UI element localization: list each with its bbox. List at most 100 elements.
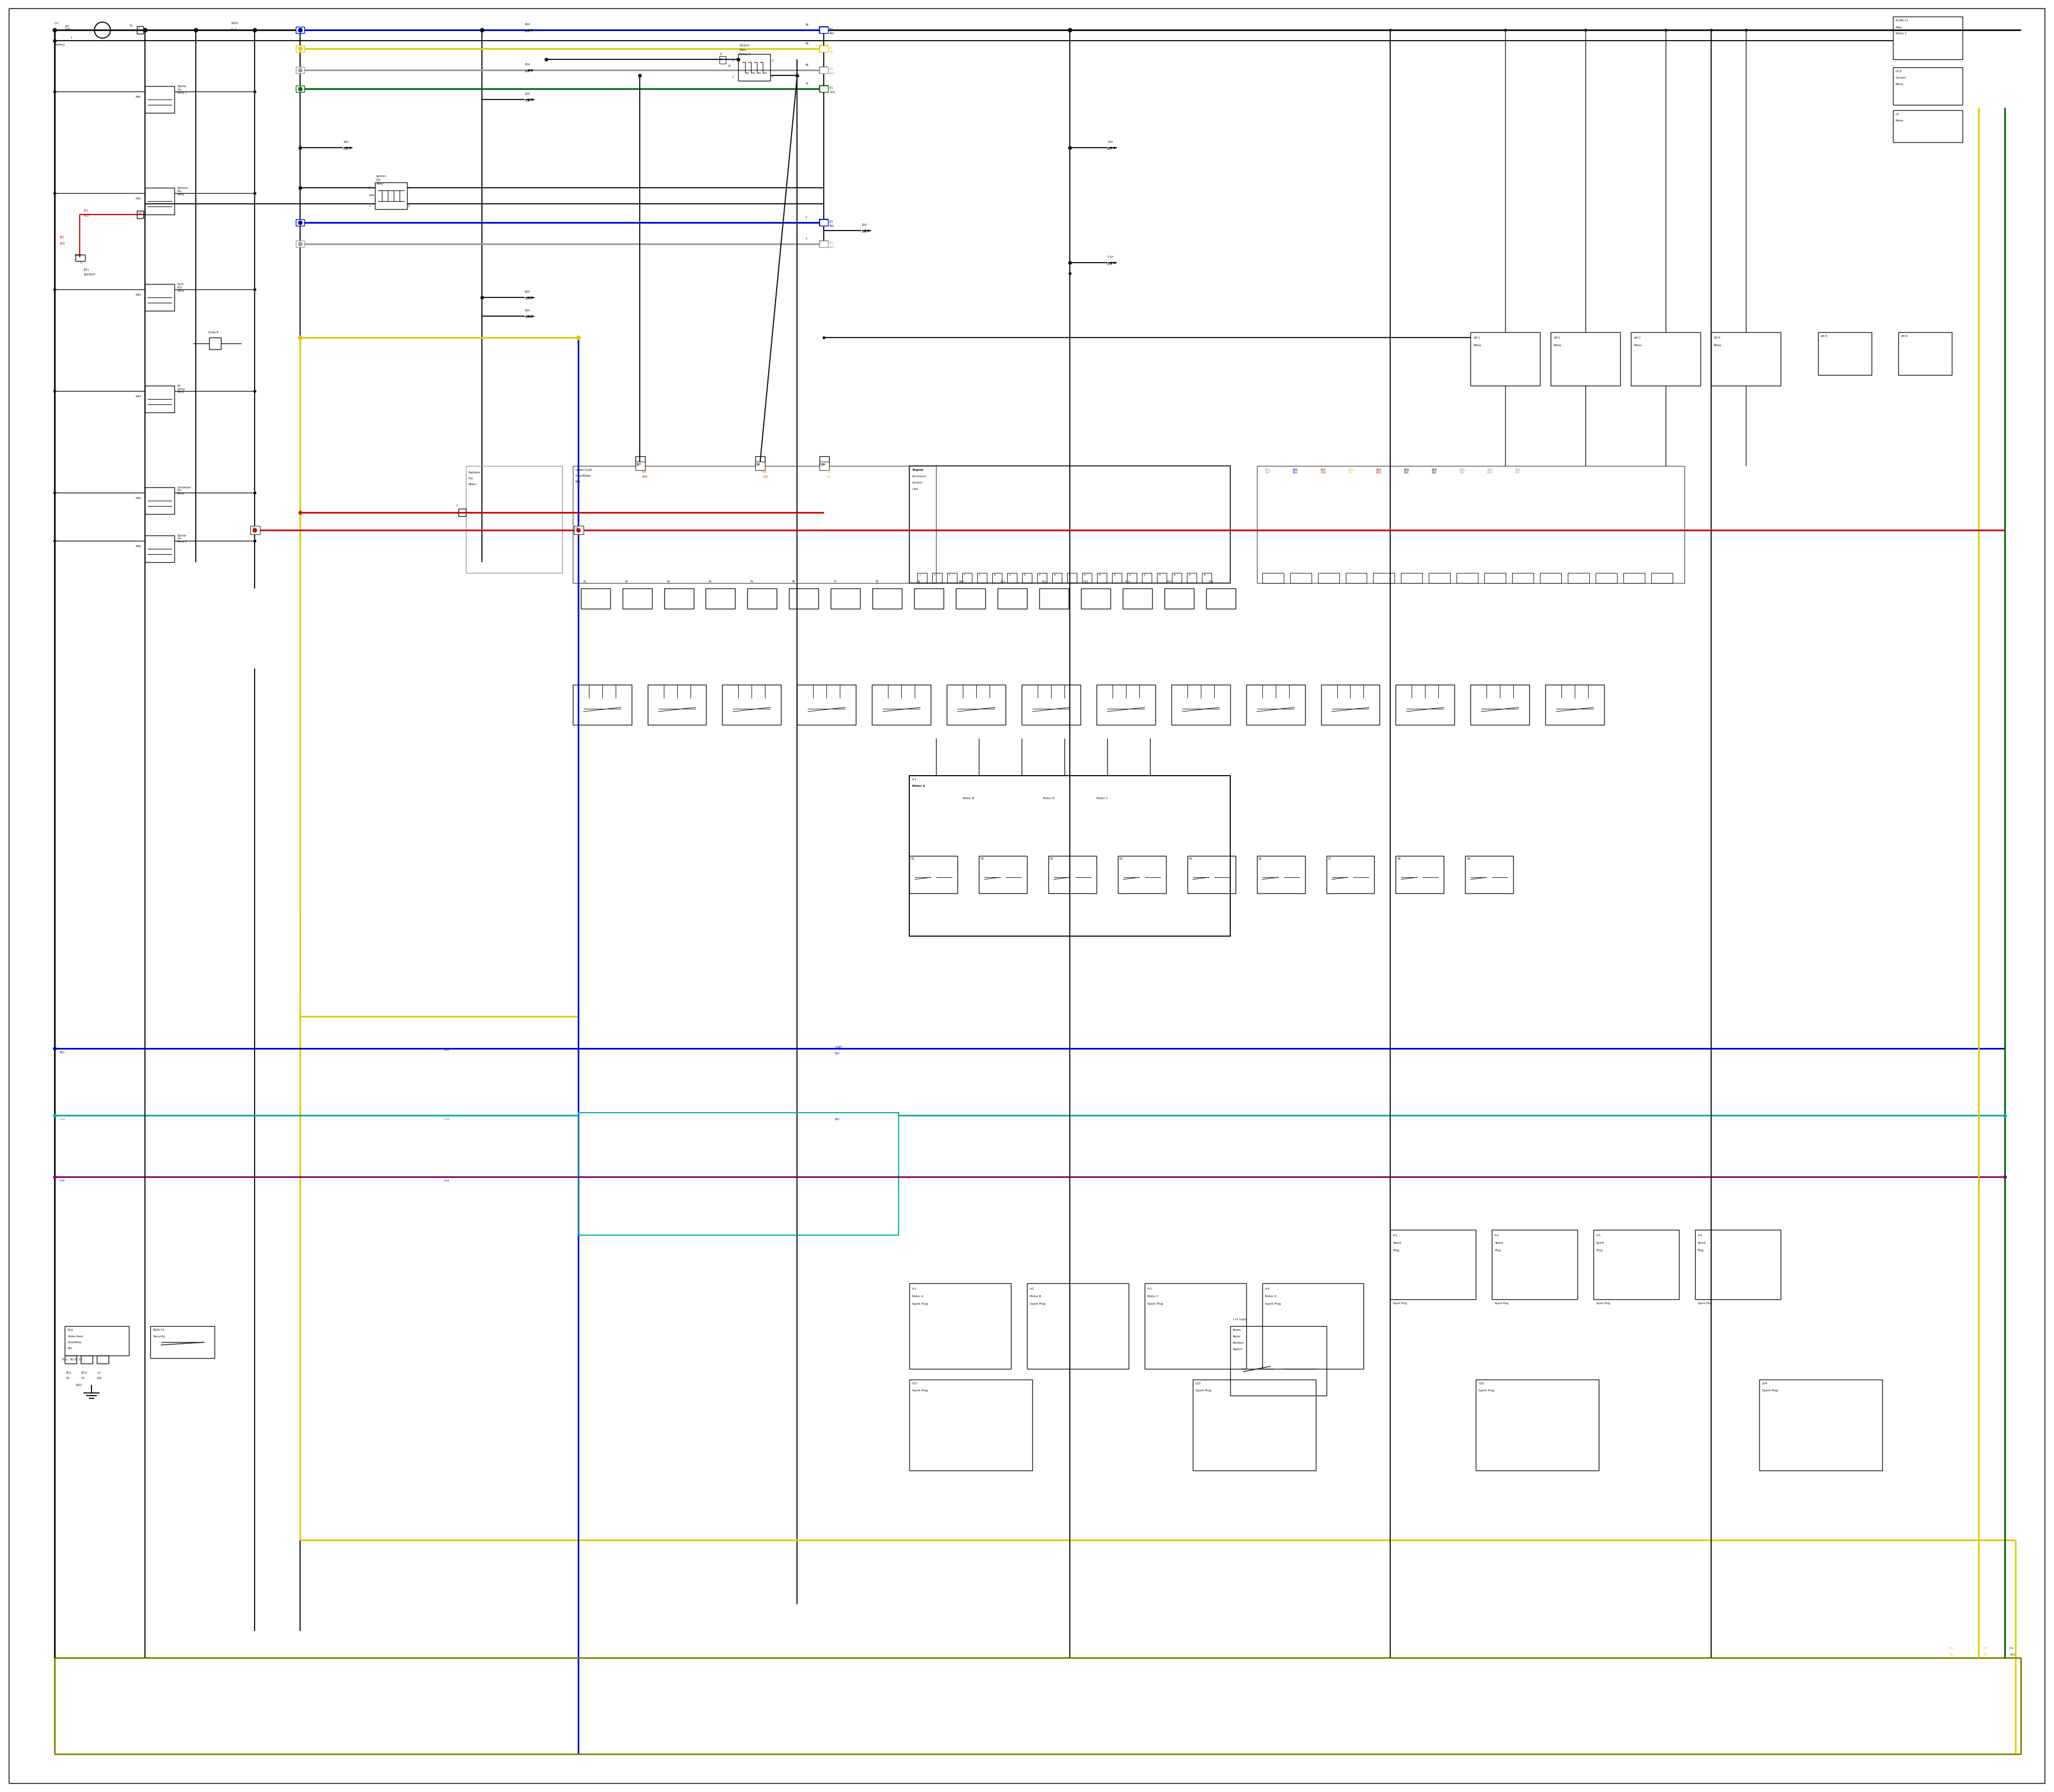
- Bar: [1631, 332, 1701, 385]
- Bar: [1290, 573, 1310, 584]
- Text: 10A: 10A: [1107, 142, 1113, 143]
- Text: P9: P9: [916, 581, 920, 584]
- Text: Motor B: Motor B: [1043, 797, 1054, 799]
- Bar: [296, 45, 304, 52]
- Bar: [1471, 685, 1530, 726]
- Bar: [296, 240, 304, 247]
- Text: WHT: WHT: [66, 29, 72, 30]
- Text: (+): (+): [53, 22, 60, 25]
- Text: 19: 19: [1054, 573, 1056, 575]
- Text: BRB
GRY: BRB GRY: [1516, 468, 1520, 475]
- Bar: [719, 56, 727, 65]
- Text: R7: R7: [1327, 858, 1331, 860]
- Text: Relay: Relay: [376, 183, 384, 185]
- Text: 59: 59: [805, 23, 809, 27]
- Bar: [150, 1326, 214, 1358]
- Bar: [296, 219, 304, 226]
- Text: M41: M41: [136, 97, 142, 99]
- Text: Plug: Plug: [1596, 1249, 1602, 1253]
- Text: 17: 17: [253, 527, 255, 530]
- Bar: [577, 1113, 900, 1235]
- Text: R9: R9: [1467, 858, 1471, 860]
- Text: Motor B: Motor B: [963, 797, 974, 799]
- Text: Position: Position: [1232, 1342, 1245, 1344]
- Text: R6: R6: [1259, 858, 1261, 860]
- Bar: [1082, 573, 1091, 584]
- Text: Ignition: Ignition: [376, 176, 386, 177]
- Text: 35: 35: [1173, 573, 1177, 575]
- Text: A1-6: A1-6: [230, 29, 238, 30]
- Text: 11: 11: [994, 573, 996, 575]
- Text: P15: P15: [1167, 581, 1173, 584]
- Text: Relay: Relay: [1713, 344, 1721, 346]
- Text: L5: L5: [727, 65, 731, 68]
- Bar: [820, 66, 828, 73]
- Text: 10: 10: [822, 464, 824, 466]
- Bar: [1512, 573, 1534, 584]
- Text: BLU: BLU: [834, 1052, 840, 1055]
- Text: Coil: Coil: [376, 179, 380, 181]
- Text: Brake: Brake: [1232, 1330, 1241, 1331]
- Bar: [820, 240, 828, 247]
- Text: BRB
BLK: BRB BLK: [1403, 468, 1409, 475]
- Text: Under-Dash: Under-Dash: [575, 468, 594, 471]
- Bar: [910, 466, 1230, 584]
- Text: R4: R4: [1119, 858, 1124, 860]
- Bar: [647, 685, 707, 726]
- Text: 1E:A: 1E:A: [1949, 1647, 1955, 1650]
- Text: CYN: CYN: [60, 1118, 66, 1120]
- Bar: [1551, 332, 1621, 385]
- Text: BLU: BLU: [834, 1118, 840, 1120]
- Bar: [1080, 590, 1111, 609]
- Bar: [748, 590, 776, 609]
- Text: Spark: Spark: [1699, 1242, 1707, 1244]
- Text: [EJ]: [EJ]: [643, 470, 647, 473]
- Bar: [910, 857, 957, 894]
- Text: PGM-FI: PGM-FI: [739, 45, 750, 47]
- Text: Starter
Car
Relay 1: Starter Car Relay 1: [177, 86, 187, 93]
- Text: D|10: D|10: [820, 462, 826, 466]
- Bar: [1187, 573, 1195, 584]
- Text: P11: P11: [1000, 581, 1004, 584]
- Text: 27: 27: [1113, 573, 1117, 575]
- Text: A:1: A:1: [912, 1288, 916, 1290]
- Text: A:1: A:1: [912, 778, 916, 781]
- Text: 7.5A: 7.5A: [1107, 256, 1113, 258]
- Bar: [998, 590, 1027, 609]
- Bar: [296, 27, 304, 34]
- Text: Starter
Car
Relay 2: Starter Car Relay 2: [177, 534, 187, 543]
- Text: R3: R3: [1050, 858, 1054, 860]
- Text: YEL: YEL: [830, 50, 834, 54]
- Text: Fan: Fan: [468, 477, 474, 480]
- Text: P2: P2: [624, 581, 629, 584]
- Text: C9: C9: [575, 527, 579, 530]
- Text: Relay: Relay: [1896, 120, 1904, 122]
- Text: Plug: Plug: [1495, 1249, 1501, 1253]
- Bar: [1097, 685, 1154, 726]
- Text: Unit: Unit: [912, 487, 918, 491]
- Bar: [1321, 685, 1380, 726]
- Text: [E]: [E]: [830, 27, 834, 30]
- Text: 66: 66: [805, 65, 809, 66]
- Bar: [296, 86, 304, 91]
- Text: BRE
WHT: BRE WHT: [1265, 468, 1271, 475]
- Text: A2-3: A2-3: [524, 297, 532, 299]
- Text: Relay 2: Relay 2: [1896, 32, 1906, 36]
- Text: 10A: 10A: [861, 224, 867, 226]
- Text: R2: R2: [980, 858, 984, 860]
- Text: B1:S: B1:S: [80, 1371, 86, 1374]
- Bar: [80, 1357, 92, 1364]
- Bar: [1052, 573, 1062, 584]
- Bar: [663, 590, 694, 609]
- Bar: [723, 685, 781, 726]
- Bar: [573, 685, 631, 726]
- Bar: [1540, 573, 1561, 584]
- Bar: [1039, 590, 1068, 609]
- Text: 60A: 60A: [524, 290, 530, 294]
- Text: BLU: BLU: [830, 224, 834, 228]
- Text: P3: P3: [668, 581, 670, 584]
- Bar: [980, 857, 1027, 894]
- Text: BRB
BLU: BRB BLU: [1292, 468, 1298, 475]
- Bar: [1491, 1229, 1577, 1299]
- Text: Motor D: Motor D: [1265, 1296, 1276, 1297]
